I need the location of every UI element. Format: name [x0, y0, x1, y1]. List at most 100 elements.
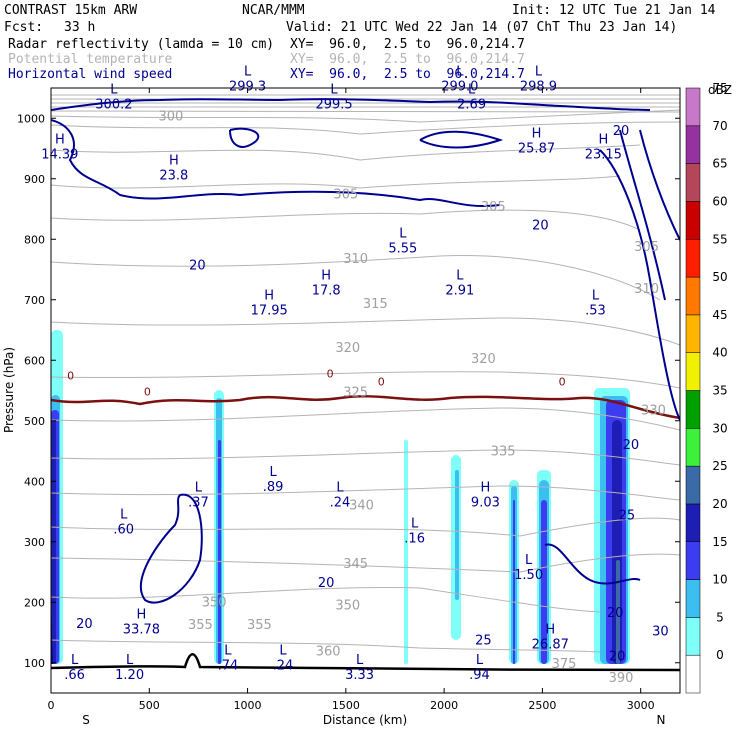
extremum-marker: L: [525, 553, 533, 568]
extremum-value: .37: [188, 495, 209, 510]
wind-contour-label: 20: [532, 218, 549, 233]
extremum-value: .74: [218, 659, 239, 674]
extremum-value: 23.8: [159, 169, 188, 184]
extremum-marker: H: [321, 269, 331, 284]
legend-wind-name: Horizontal wind speed: [8, 67, 173, 82]
theta-contour-label: 340: [349, 498, 374, 513]
extremum-marker: L: [456, 65, 464, 80]
theta-isentrope: [51, 175, 621, 189]
extremum-value: 25.87: [518, 141, 555, 156]
y-tick-label: 600: [24, 354, 45, 367]
reflectivity-cell: [218, 440, 221, 664]
colorbar-swatch: [685, 163, 701, 202]
colorbar-level-label: 20: [712, 497, 727, 511]
wind-contour-label: 20: [613, 124, 630, 139]
extremum-value: .89: [263, 480, 284, 495]
theta-contour-label: 355: [188, 618, 213, 633]
y-tick-label: 100: [24, 657, 45, 670]
wind-contour-label: 30: [652, 624, 669, 639]
theta-contour-label: 330: [641, 403, 666, 418]
colorbar-level-label: 15: [712, 535, 727, 549]
extremum-value: .16: [404, 532, 425, 547]
extremum-value: .53: [585, 304, 606, 319]
wind-speed-contour: [139, 493, 203, 604]
wind-speed-contour: [619, 129, 666, 301]
extremum-marker: H: [532, 126, 542, 141]
extremum-marker: L: [336, 480, 344, 495]
theta-contour-label: 310: [634, 282, 659, 297]
theta-contour-label: 310: [343, 252, 368, 267]
theta-isentrope: [51, 109, 680, 123]
y-tick-label: 1000: [17, 112, 45, 125]
theta-contour-label: 355: [247, 618, 272, 633]
x-tick-label: 1500: [332, 699, 360, 712]
extremum-value: .24: [330, 495, 351, 510]
extremum-marker: L: [592, 289, 600, 304]
wind-contour-label: 20: [318, 576, 335, 591]
y-tick-label: 800: [24, 233, 45, 246]
colorbar-level-label: 25: [712, 459, 727, 473]
colorbar-swatch: [685, 125, 701, 164]
extremum-value: .94: [469, 668, 490, 683]
x-tick-label: 3000: [627, 699, 655, 712]
wind-contour-label: 25: [475, 633, 492, 648]
wind-contour-label: 20: [76, 617, 93, 632]
extremum-marker: H: [169, 154, 179, 169]
colorbar-swatch: [685, 428, 701, 467]
extremum-value: 2.69: [457, 97, 486, 112]
extremum-marker: H: [481, 480, 491, 495]
extremum-marker: L: [535, 65, 543, 80]
legend-wind-xy: XY= 96.0, 2.5 to 96.0,214.7: [290, 67, 525, 82]
extremum-value: 298.9: [520, 80, 557, 95]
theta-contour-label: 375: [552, 657, 577, 672]
theta-contour-label: 305: [481, 200, 506, 215]
colorbar-swatch: [685, 87, 701, 127]
extremum-marker: H: [545, 623, 555, 638]
colorbar-level-label: 65: [712, 157, 727, 171]
extremum-value: 14.39: [41, 147, 78, 162]
legend-reflectivity-xy: XY= 96.0, 2.5 to 96.0,214.7: [290, 37, 525, 52]
freezing-level-label: 0: [559, 375, 566, 388]
theta-contour-label: 315: [363, 297, 388, 312]
theta-contour-label: 345: [343, 557, 368, 572]
y-tick-label: 500: [24, 415, 45, 428]
colorbar-level-label: 5: [716, 610, 724, 624]
wind-contour-label: 25: [619, 509, 636, 524]
extremum-marker: H: [55, 132, 65, 147]
reflectivity-cell: [513, 500, 515, 664]
extremum-value: 23.15: [585, 147, 622, 162]
theta-isentrope: [51, 449, 680, 466]
colorbar-level-label: 75: [712, 81, 727, 95]
init-time: Init: 12 UTC Tue 21 Jan 14: [512, 3, 716, 18]
wind-contour-label: 20: [189, 258, 206, 273]
extremum-marker: L: [356, 653, 364, 668]
y-tick-label: 700: [24, 294, 45, 307]
extremum-value: 299.3: [229, 80, 266, 95]
extremum-value: 26.87: [532, 638, 569, 653]
theta-isentrope: [51, 255, 661, 301]
wind-speed-contour: [51, 119, 501, 207]
extremum-value: 2.91: [445, 284, 474, 299]
theta-isentrope: [51, 517, 680, 537]
extremum-value: .24: [273, 659, 294, 674]
theta-contour-label: 300: [158, 109, 183, 124]
extremum-marker: L: [110, 82, 118, 97]
colorbar-level-label: 40: [712, 346, 727, 360]
wind-speed-contour: [229, 127, 260, 148]
extremum-marker: L: [399, 226, 407, 241]
colorbar-swatch: [685, 314, 701, 353]
model-title: CONTRAST 15km ARW: [4, 3, 138, 18]
theta-isentrope: [51, 407, 680, 431]
theta-isentrope: [51, 121, 680, 135]
x-tick-label: 2500: [528, 699, 556, 712]
x-axis-right-end-label: N: [657, 713, 666, 727]
theta-isentrope: [51, 371, 680, 389]
theta-isentrope: [51, 639, 601, 653]
theta-isentrope: [51, 553, 680, 573]
x-tick-label: 500: [139, 699, 160, 712]
theta-contour-label: 360: [316, 644, 341, 659]
colorbar-swatch: [685, 579, 701, 618]
y-axis-label: Pressure (hPa): [2, 347, 16, 433]
theta-contour-label: 350: [335, 598, 360, 613]
extremum-value: 17.8: [312, 284, 341, 299]
